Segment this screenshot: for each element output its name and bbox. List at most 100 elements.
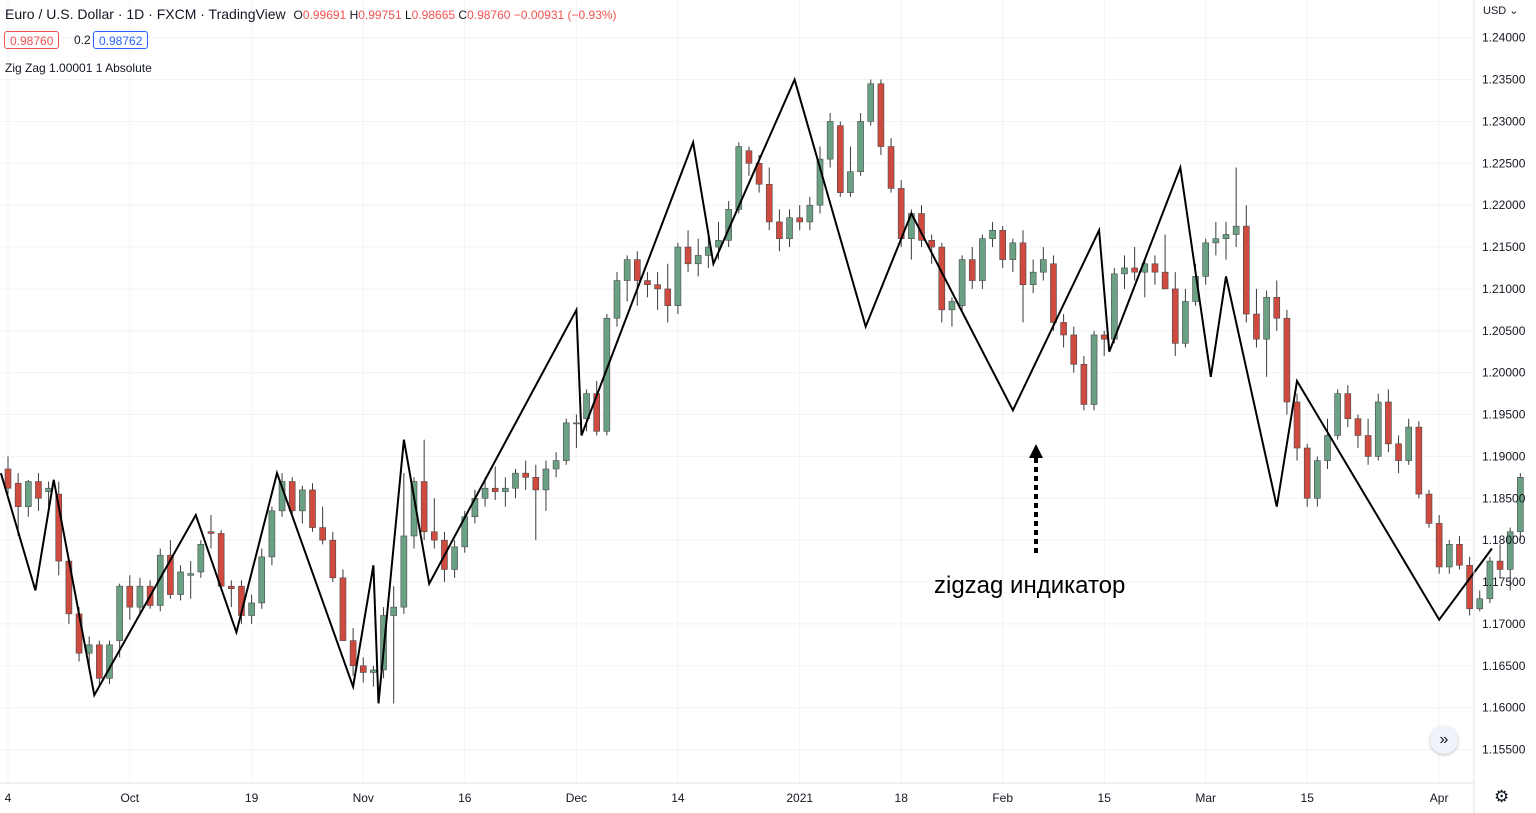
candle xyxy=(288,477,296,516)
candle-body xyxy=(1486,560,1494,600)
candle xyxy=(1050,255,1057,331)
candle xyxy=(867,79,875,126)
close-key: C xyxy=(458,8,468,22)
candle-body xyxy=(958,259,966,306)
candle-body xyxy=(644,280,651,286)
candle xyxy=(1182,288,1189,348)
candle-body xyxy=(481,487,489,499)
candle xyxy=(968,247,976,289)
candle-body xyxy=(1060,322,1067,336)
candle-body xyxy=(836,125,844,193)
candle-body xyxy=(542,468,550,491)
time-tick-label: Apr xyxy=(1430,791,1449,805)
candle xyxy=(826,113,834,168)
price-axis[interactable]: 1.15500 1.16000 1.16500 1.17000 1.17500 1.180… xyxy=(1482,31,1526,757)
candle-body xyxy=(1446,544,1453,568)
open-key: O xyxy=(293,8,303,22)
indicator-legend[interactable]: Zig Zag 1.00001 1 Absolute xyxy=(5,61,152,75)
candle-body xyxy=(694,255,702,265)
sell-price-button[interactable]: 0.98760 xyxy=(4,31,60,49)
candle-body xyxy=(583,393,590,420)
candle xyxy=(623,255,631,302)
candle-body xyxy=(1385,401,1392,445)
candle xyxy=(1060,314,1067,348)
gear-icon: ⚙ xyxy=(1494,787,1510,806)
candle-body xyxy=(156,554,164,606)
candle xyxy=(319,506,326,545)
candle xyxy=(1080,355,1088,411)
candle-body xyxy=(1283,317,1291,403)
candle-body xyxy=(613,280,621,319)
chart-grid xyxy=(0,0,1474,783)
time-tick-label: Nov xyxy=(353,791,374,805)
candle xyxy=(207,515,215,549)
candle xyxy=(918,205,925,248)
candle xyxy=(1344,385,1352,428)
candle-body xyxy=(1293,401,1301,449)
candle xyxy=(502,477,509,507)
candle xyxy=(1070,326,1078,373)
candle-body xyxy=(502,487,509,492)
scroll-to-realtime-button[interactable]: » xyxy=(1430,726,1458,754)
price-tick-label: 1.22000 xyxy=(1482,198,1526,212)
candle-body xyxy=(1202,242,1209,277)
candle-body xyxy=(512,472,519,489)
candle-body xyxy=(867,83,875,122)
candle xyxy=(745,146,753,176)
candle-body xyxy=(75,613,83,654)
symbol-title[interactable]: Euro / U.S. Dollar · 1D · FXCM · Trading… xyxy=(5,6,286,22)
candle xyxy=(268,506,276,566)
candle xyxy=(24,479,32,517)
chart-settings-button[interactable]: ⚙ xyxy=(1494,787,1509,807)
candle-body xyxy=(319,527,326,541)
candle-body xyxy=(1517,477,1524,533)
candle-body xyxy=(532,477,540,491)
candle xyxy=(187,561,194,599)
candle-body xyxy=(755,162,763,185)
buy-price-button[interactable]: 0.98762 xyxy=(93,31,149,49)
time-axis[interactable]: 4 Oct 19 Nov 16 Dec 14 2021 18 Feb 15 Mar 15 Apr xyxy=(5,791,1449,805)
candle-body xyxy=(349,640,357,667)
candle xyxy=(1131,247,1138,281)
candle xyxy=(35,473,42,511)
candle-body xyxy=(1263,296,1270,340)
candle-body xyxy=(1405,426,1412,461)
candle xyxy=(542,460,550,511)
annotation-arrow xyxy=(1029,444,1043,553)
candle-body xyxy=(1476,598,1484,610)
candle-body xyxy=(1425,493,1433,524)
candle xyxy=(1496,544,1504,578)
candle-body xyxy=(847,171,854,193)
candle-body xyxy=(491,487,499,492)
candle-body xyxy=(1344,393,1352,420)
candle xyxy=(1090,330,1098,411)
candle xyxy=(1040,247,1047,281)
candle-body xyxy=(126,585,134,608)
candle xyxy=(887,138,895,193)
price-tick-label: 1.22500 xyxy=(1482,156,1526,170)
price-tick-label: 1.23500 xyxy=(1482,73,1526,87)
price-tick-label: 1.21000 xyxy=(1482,282,1526,296)
candle xyxy=(400,473,408,614)
candle xyxy=(1171,272,1179,356)
candle-body xyxy=(217,533,225,587)
candle-body xyxy=(1111,273,1118,340)
candle-body xyxy=(1161,271,1169,290)
candle-body xyxy=(1374,401,1382,457)
candle xyxy=(1446,540,1453,574)
candle xyxy=(430,498,438,549)
chevron-down-icon: ⌄ xyxy=(1509,5,1519,17)
candle xyxy=(329,531,337,583)
candle xyxy=(299,485,306,524)
candle-body xyxy=(96,644,103,679)
high-value: 0.99751 xyxy=(358,8,402,22)
candle-body xyxy=(197,544,205,573)
currency-selector[interactable]: USD ⌄ xyxy=(1483,4,1519,17)
candle xyxy=(664,263,672,323)
time-tick-label: Dec xyxy=(566,791,587,805)
candle-body xyxy=(390,606,398,616)
candle xyxy=(1506,527,1514,591)
candle-body xyxy=(999,229,1007,260)
price-tick-label: 1.23000 xyxy=(1482,114,1526,128)
